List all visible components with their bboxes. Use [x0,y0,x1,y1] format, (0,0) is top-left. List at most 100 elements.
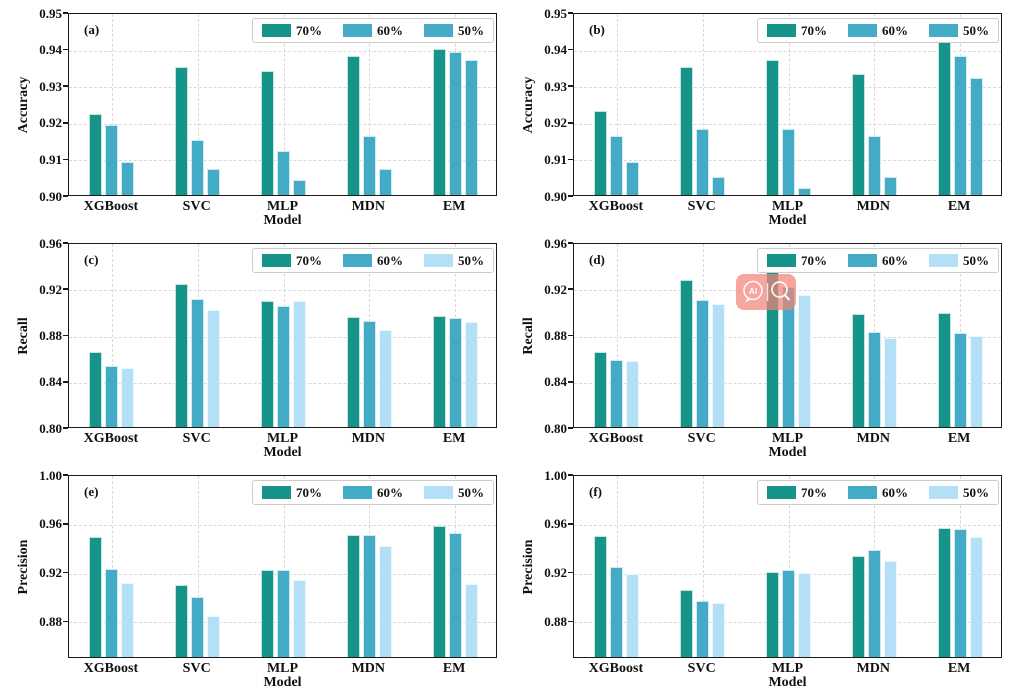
bar-SVC-70% [175,585,189,657]
legend-label: 50% [963,23,989,38]
y-tick-label: 0.80 [544,420,567,436]
x-axis-label: Model [263,213,302,228]
chart-panel-b: Accuracy (b) 70% 60% 50% 0.90 0.91 0.92 0.93 0.94… [505,0,1009,230]
bar-MLP-50% [798,295,811,427]
y-tick-mark [63,85,68,87]
bar-SVC-60% [696,299,710,427]
x-axis-label: Model [768,445,807,460]
x-tick-label: MDN [351,199,386,214]
legend-item: 50% [929,486,989,499]
legend-swatch [262,254,291,267]
bar-EM-70% [432,526,446,657]
bar-XGBoost-50% [626,574,640,657]
x-tick-label: EM [442,199,466,214]
panel-letter: (e) [84,484,99,499]
y-tick-mark [568,158,573,161]
bar-MLP-70% [261,570,274,657]
plot-area: (f) 70% 60% 50% [573,475,1002,658]
bar-SVC-60% [696,129,710,195]
bar-MLP-70% [766,59,779,195]
x-tick-label: SVC [687,199,716,214]
y-tick-label: 0.80 [39,420,62,436]
y-tick-label: 0.93 [39,78,62,94]
y-tick-mark [63,242,68,244]
bar-XGBoost-60% [610,136,624,195]
bar-SVC-60% [191,140,205,195]
legend-item: 60% [343,486,403,499]
bar-XGBoost-50% [626,361,640,427]
legend-label: 50% [458,253,484,268]
x-tick-label: MDN [856,431,891,446]
x-tick-label: SVC [182,661,211,676]
x-tick-label: SVC [687,431,716,446]
plot-area: (d) 70% 60% 50% AI [573,243,1002,428]
bar-XGBoost-50% [121,582,135,657]
y-tick-label: 0.96 [39,235,62,251]
bar-MLP-70% [261,300,274,427]
y-tick-label: 0.96 [39,516,62,532]
y-tick-label: 0.88 [544,613,567,629]
legend-swatch [767,24,796,37]
x-gridline [283,14,285,195]
bar-MDN-60% [362,320,376,427]
bar-XGBoost-50% [121,162,135,195]
legend-item: 70% [262,254,322,267]
legend-swatch [848,254,877,267]
bar-MLP-60% [277,570,290,657]
x-gridline [283,476,285,657]
legend-item: 70% [262,24,322,37]
legend-label: 70% [801,23,827,38]
y-tick-label: 0.92 [39,115,62,131]
legend-swatch [262,24,291,37]
y-gridline [69,123,496,125]
bar-EM-70% [432,316,446,427]
x-gridline [788,14,790,195]
y-tick-mark [63,523,68,525]
plot-area: (a) 70% 60% 50% [68,13,497,196]
y-tick-mark [568,242,573,244]
bar-SVC-50% [207,310,221,427]
x-axis-label: Model [263,445,302,460]
y-gridline [69,524,496,526]
bar-MDN-50% [883,337,897,427]
y-tick-label: 0.91 [39,151,62,167]
legend-label: 60% [377,253,403,268]
bar-EM-60% [448,52,462,195]
x-gridline [616,14,618,195]
bar-EM-60% [448,532,462,657]
y-tick-mark [63,380,68,383]
ai-chat-bubble-icon: AI [743,280,763,303]
bar-SVC-60% [696,600,710,657]
bar-MDN-70% [346,317,360,427]
bar-XGBoost-70% [89,114,103,195]
x-tick-label: EM [442,431,466,446]
x-tick-label: MLP [266,431,299,446]
y-tick-label: 0.92 [39,281,62,297]
legend-box: 70% 60% 50% [252,480,494,505]
y-tick-label: 1.00 [39,467,62,483]
legend-label: 60% [882,485,908,500]
x-gridline [616,244,618,427]
chart-panel-d: Recall (d) 70% 60% 50% AI 0.80 0.84 0.88 0.92 0.96… [505,230,1009,462]
bar-SVC-60% [191,298,205,427]
bar-EM-70% [432,48,446,195]
bar-SVC-50% [207,615,221,657]
plot-area: (e) 70% 60% 50% [68,475,497,658]
legend-swatch [424,486,453,499]
y-tick-label: 0.92 [39,565,62,581]
bar-EM-70% [937,41,951,195]
legend-swatch [848,486,877,499]
x-gridline [197,476,199,657]
bar-EM-50% [464,583,478,657]
bar-XGBoost-50% [626,162,640,195]
legend-box: 70% 60% 50% [252,18,494,43]
bar-XGBoost-50% [121,368,135,427]
legend-label: 70% [801,253,827,268]
bar-MLP-50% [798,187,811,195]
y-gridline [69,290,496,292]
legend-label: 70% [296,23,322,38]
bar-MDN-70% [851,74,865,195]
bar-XGBoost-60% [105,125,119,195]
legend-item: 50% [424,254,484,267]
